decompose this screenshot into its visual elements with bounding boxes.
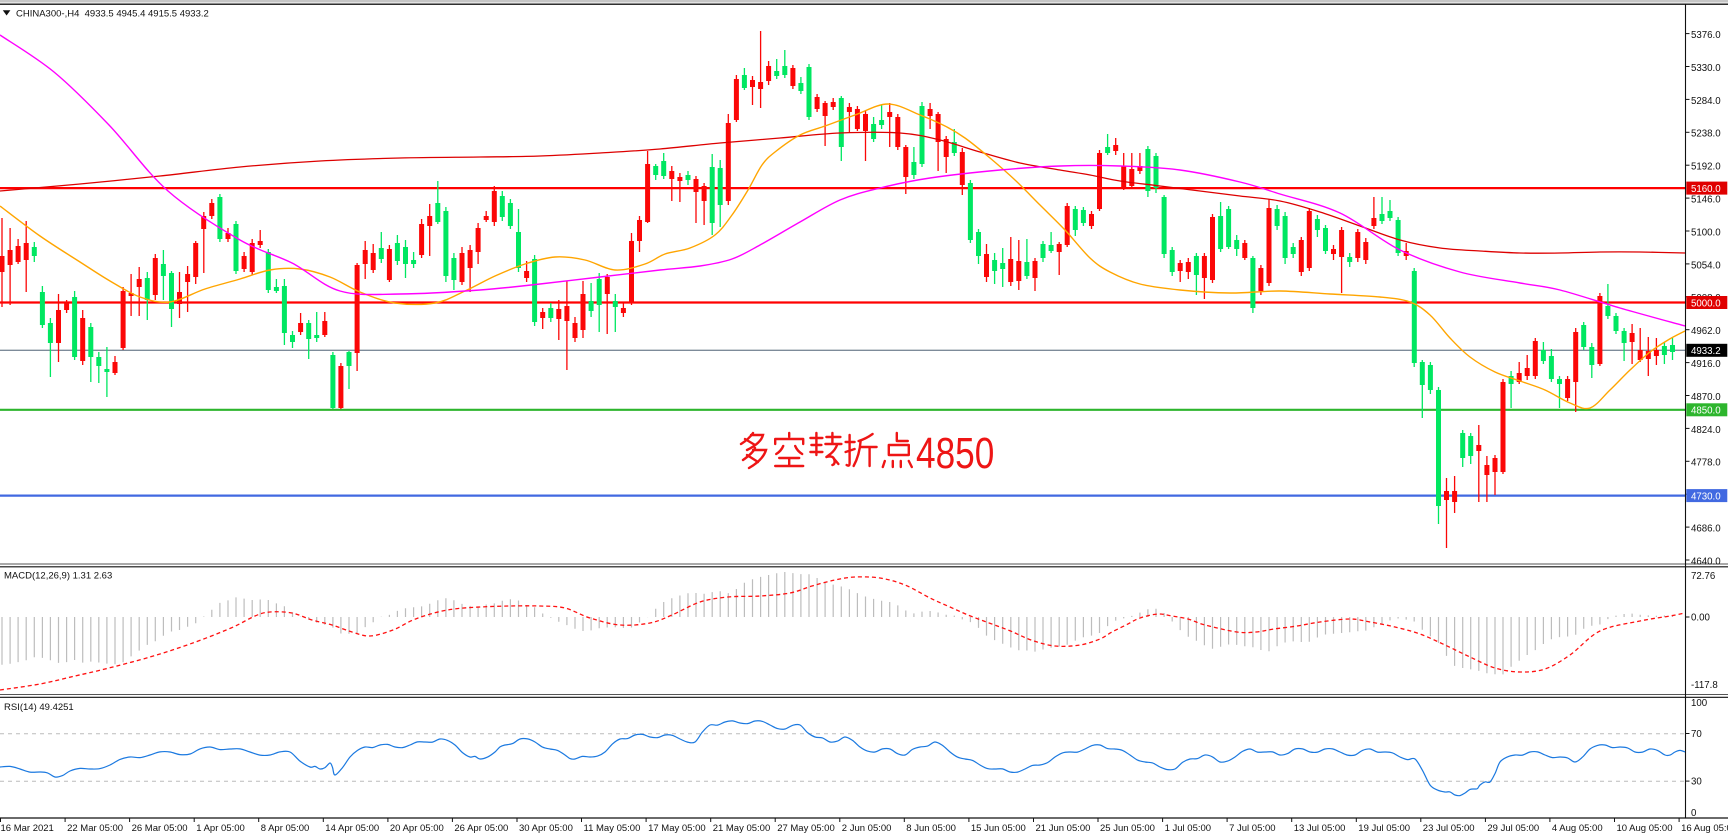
- svg-text:70: 70: [1691, 729, 1702, 740]
- svg-text:4850.0: 4850.0: [1691, 406, 1721, 417]
- svg-text:5146.0: 5146.0: [1691, 195, 1721, 206]
- svg-text:4870.0: 4870.0: [1691, 392, 1721, 403]
- svg-text:0: 0: [1691, 808, 1697, 819]
- svg-text:7 Jul 05:00: 7 Jul 05:00: [1229, 823, 1275, 834]
- svg-text:4640.0: 4640.0: [1691, 556, 1721, 567]
- svg-text:5160.0: 5160.0: [1691, 184, 1721, 195]
- svg-text:MACD(12,26,9) 1.31 2.63: MACD(12,26,9) 1.31 2.63: [4, 571, 112, 582]
- svg-text:4778.0: 4778.0: [1691, 458, 1721, 469]
- svg-text:5100.0: 5100.0: [1691, 227, 1721, 238]
- svg-text:4933.2: 4933.2: [1691, 346, 1721, 357]
- svg-text:19 Jul 05:00: 19 Jul 05:00: [1358, 823, 1410, 834]
- svg-text:8 Apr 05:00: 8 Apr 05:00: [261, 823, 310, 834]
- svg-text:1 Apr 05:00: 1 Apr 05:00: [196, 823, 245, 834]
- svg-text:17 May 05:00: 17 May 05:00: [648, 823, 706, 834]
- svg-text:13 Jul 05:00: 13 Jul 05:00: [1294, 823, 1346, 834]
- svg-text:30 Apr 05:00: 30 Apr 05:00: [519, 823, 573, 834]
- svg-text:15 Jun 05:00: 15 Jun 05:00: [971, 823, 1026, 834]
- svg-text:29 Jul 05:00: 29 Jul 05:00: [1487, 823, 1539, 834]
- svg-text:5330.0: 5330.0: [1691, 63, 1721, 74]
- svg-text:4962.0: 4962.0: [1691, 326, 1721, 337]
- svg-text:14 Apr 05:00: 14 Apr 05:00: [325, 823, 379, 834]
- svg-text:CHINA300-,H4 4933.5 4945.4 49: CHINA300-,H4 4933.5 4945.4 4915.5 4933.2: [16, 8, 209, 19]
- svg-text:4686.0: 4686.0: [1691, 524, 1721, 535]
- svg-text:16 Mar 2021: 16 Mar 2021: [1, 823, 54, 834]
- svg-text:5192.0: 5192.0: [1691, 162, 1721, 173]
- svg-text:5376.0: 5376.0: [1691, 30, 1721, 41]
- svg-text:1 Jul 05:00: 1 Jul 05:00: [1165, 823, 1211, 834]
- svg-text:26 Mar 05:00: 26 Mar 05:00: [132, 823, 188, 834]
- svg-text:8 Jun 05:00: 8 Jun 05:00: [906, 823, 956, 834]
- svg-text:5284.0: 5284.0: [1691, 96, 1721, 107]
- svg-text:25 Jun 05:00: 25 Jun 05:00: [1100, 823, 1155, 834]
- svg-text:27 May 05:00: 27 May 05:00: [777, 823, 835, 834]
- svg-text:72.76: 72.76: [1691, 571, 1715, 582]
- svg-text:16 Aug 05:00: 16 Aug 05:00: [1681, 823, 1728, 834]
- svg-text:10 Aug 05:00: 10 Aug 05:00: [1617, 823, 1673, 834]
- svg-text:23 Jul 05:00: 23 Jul 05:00: [1423, 823, 1475, 834]
- svg-text:2 Jun 05:00: 2 Jun 05:00: [842, 823, 892, 834]
- svg-text:26 Apr 05:00: 26 Apr 05:00: [454, 823, 508, 834]
- svg-text:RSI(14) 49.4251: RSI(14) 49.4251: [4, 702, 74, 713]
- svg-text:30: 30: [1691, 777, 1702, 788]
- svg-text:5054.0: 5054.0: [1691, 260, 1721, 271]
- svg-text:4850: 4850: [916, 429, 994, 478]
- svg-text:22 Mar 05:00: 22 Mar 05:00: [67, 823, 123, 834]
- svg-text:5000.0: 5000.0: [1691, 298, 1721, 309]
- svg-text:4730.0: 4730.0: [1691, 491, 1721, 502]
- svg-text:5238.0: 5238.0: [1691, 129, 1721, 140]
- svg-text:20 Apr 05:00: 20 Apr 05:00: [390, 823, 444, 834]
- svg-text:21 Jun 05:00: 21 Jun 05:00: [1036, 823, 1091, 834]
- svg-text:4916.0: 4916.0: [1691, 359, 1721, 370]
- svg-text:100: 100: [1691, 698, 1708, 709]
- svg-text:0.00: 0.00: [1691, 613, 1710, 624]
- svg-text:4824.0: 4824.0: [1691, 425, 1721, 436]
- svg-text:11 May 05:00: 11 May 05:00: [584, 823, 641, 834]
- svg-text:21 May 05:00: 21 May 05:00: [713, 823, 771, 834]
- svg-text:4 Aug 05:00: 4 Aug 05:00: [1552, 823, 1603, 834]
- svg-text:-117.8: -117.8: [1691, 680, 1718, 691]
